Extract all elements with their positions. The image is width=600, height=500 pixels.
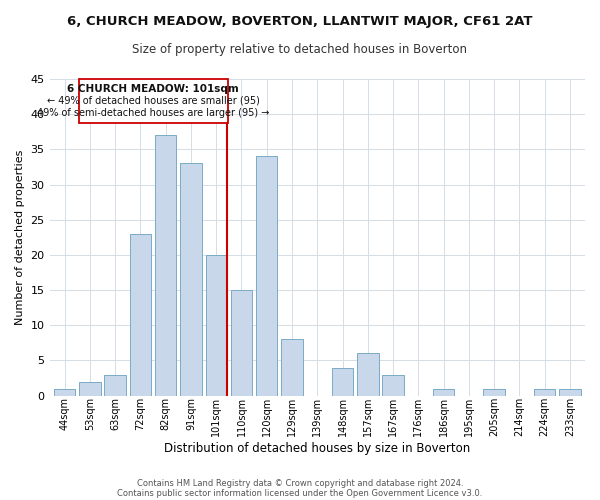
Text: 49% of semi-detached houses are larger (95) →: 49% of semi-detached houses are larger (… xyxy=(37,108,269,118)
Bar xyxy=(155,136,176,396)
Bar xyxy=(206,255,227,396)
Bar xyxy=(180,164,202,396)
FancyBboxPatch shape xyxy=(79,79,227,122)
Bar xyxy=(54,388,76,396)
Bar xyxy=(382,374,404,396)
Bar xyxy=(559,388,581,396)
Text: Size of property relative to detached houses in Boverton: Size of property relative to detached ho… xyxy=(133,42,467,56)
Text: ← 49% of detached houses are smaller (95): ← 49% of detached houses are smaller (95… xyxy=(47,95,260,105)
Bar xyxy=(104,374,126,396)
Bar xyxy=(231,290,252,396)
Text: Contains HM Land Registry data © Crown copyright and database right 2024.: Contains HM Land Registry data © Crown c… xyxy=(137,480,463,488)
X-axis label: Distribution of detached houses by size in Boverton: Distribution of detached houses by size … xyxy=(164,442,470,455)
Bar xyxy=(130,234,151,396)
Bar xyxy=(281,340,303,396)
Bar xyxy=(332,368,353,396)
Text: 6, CHURCH MEADOW, BOVERTON, LLANTWIT MAJOR, CF61 2AT: 6, CHURCH MEADOW, BOVERTON, LLANTWIT MAJ… xyxy=(67,15,533,28)
Bar xyxy=(79,382,101,396)
Text: Contains public sector information licensed under the Open Government Licence v3: Contains public sector information licen… xyxy=(118,490,482,498)
Bar xyxy=(256,156,277,396)
Text: 6 CHURCH MEADOW: 101sqm: 6 CHURCH MEADOW: 101sqm xyxy=(67,84,239,94)
Y-axis label: Number of detached properties: Number of detached properties xyxy=(15,150,25,325)
Bar xyxy=(534,388,556,396)
Bar xyxy=(484,388,505,396)
Bar xyxy=(433,388,454,396)
Bar xyxy=(357,354,379,396)
